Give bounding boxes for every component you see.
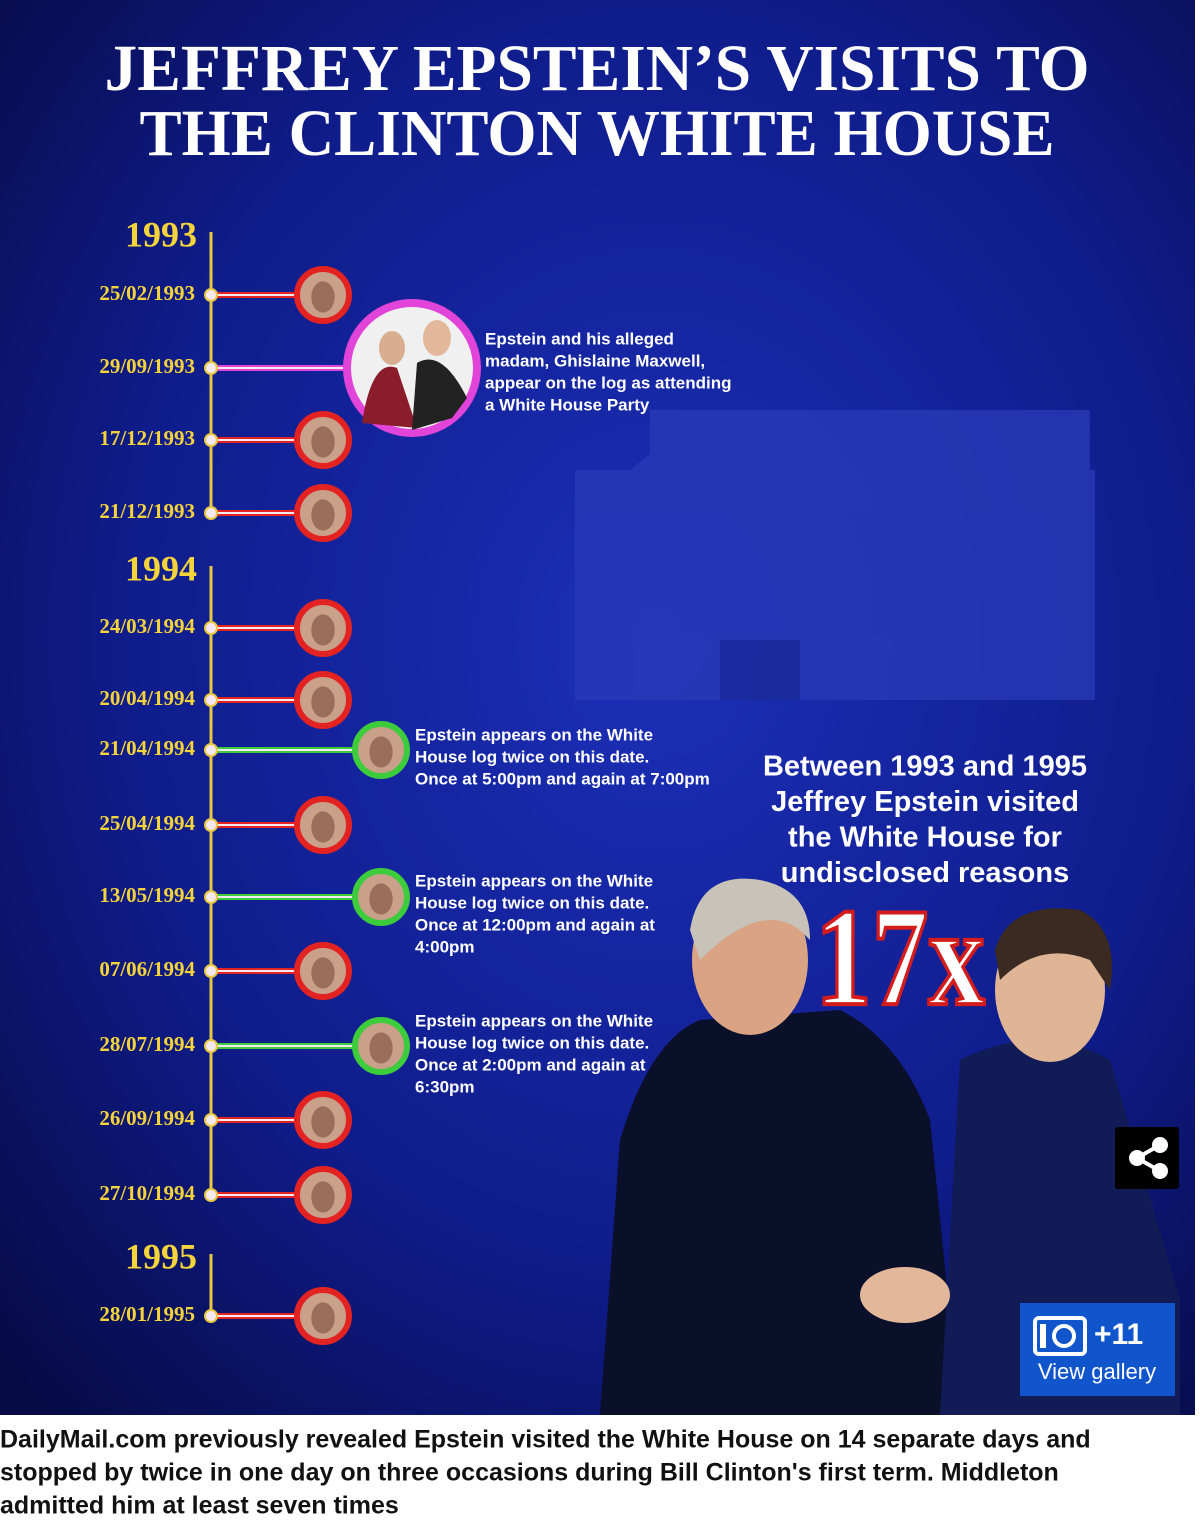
summary-line: Jeffrey Epstein visited	[771, 786, 1079, 818]
portrait-figures	[362, 366, 417, 428]
handshake-photo	[600, 878, 1180, 1415]
note-line: Epstein appears on the White	[415, 1011, 653, 1030]
title: THE CLINTON WHITE HOUSE	[140, 97, 1055, 170]
title: JEFFREY EPSTEIN’S VISITS TO	[105, 32, 1090, 105]
visit-date: 24/03/1994	[99, 614, 195, 638]
gallery-label: View gallery	[1038, 1359, 1156, 1384]
visit-date: 25/02/1993	[99, 281, 195, 305]
gallery-button[interactable]: +11 View gallery	[1020, 1303, 1175, 1396]
note-line: 4:00pm	[415, 937, 475, 956]
note-line: Epstein and his alleged	[485, 329, 674, 348]
note-line: Once at 2:00pm and again at	[415, 1055, 646, 1074]
timeline-node	[204, 288, 218, 302]
note-line: 6:30pm	[415, 1077, 475, 1096]
note-line: a White House Party	[485, 395, 650, 414]
timeline-node	[204, 964, 218, 978]
share-button[interactable]	[1115, 1127, 1179, 1189]
portrait-face	[369, 736, 393, 768]
visit-date: 21/12/1993	[99, 499, 195, 523]
note-line: Once at 12:00pm and again at	[415, 915, 655, 934]
note-line: House log twice on this date.	[415, 893, 649, 912]
timeline-node	[204, 1039, 218, 1053]
portrait-face	[311, 499, 335, 531]
timeline-node	[204, 818, 218, 832]
portrait-face	[311, 614, 335, 646]
summary-line: the White House for	[788, 822, 1062, 854]
summary-line: Between 1993 and 1995	[763, 751, 1087, 783]
note-line: Epstein appears on the White	[415, 725, 653, 744]
portrait-face	[423, 320, 451, 356]
note-line: Once at 5:00pm and again at 7:00pm	[415, 769, 710, 788]
timeline-node	[204, 621, 218, 635]
visit-date: 28/07/1994	[99, 1032, 195, 1056]
note-line: House log twice on this date.	[415, 747, 649, 766]
visit-date: 07/06/1994	[99, 957, 195, 981]
portrait-face	[311, 686, 335, 718]
timeline-node	[204, 693, 218, 707]
year-label: 1995	[125, 1236, 197, 1276]
timeline: 1993 25/02/1993 29/09/1993 17/12/1993 21/12/…	[99, 214, 481, 1345]
visit-date: 25/04/1994	[99, 811, 195, 835]
portrait-face	[311, 426, 335, 458]
visit-date: 13/05/1994	[99, 883, 195, 907]
timeline-node	[204, 506, 218, 520]
portrait-figures	[412, 359, 467, 430]
notes: Epstein and his alleged madam, Ghislaine …	[415, 329, 732, 1096]
visit-date: 27/10/1994	[99, 1181, 195, 1205]
timeline-node	[204, 361, 218, 375]
timeline-node	[204, 1188, 218, 1202]
visit-date: 29/09/1993	[99, 354, 195, 378]
portrait-face	[311, 811, 335, 843]
visit-date: 17/12/1993	[99, 426, 195, 450]
timeline-node	[204, 743, 218, 757]
visit-date: 21/04/1994	[99, 736, 195, 760]
timeline-node	[204, 1309, 218, 1323]
visit-date: 20/04/1994	[99, 686, 195, 710]
note-line: appear on the log as attending	[485, 373, 732, 392]
timeline-node	[204, 1113, 218, 1127]
year-label: 1994	[125, 548, 197, 588]
caption: DailyMail.com previously revealed Epstei…	[0, 1426, 1091, 1520]
year-label: 1993	[125, 214, 197, 254]
white-house-silhouette	[575, 410, 1095, 700]
caption-line: DailyMail.com previously revealed Epstei…	[0, 1426, 1091, 1454]
summary-line: undisclosed reasons	[781, 857, 1070, 889]
timeline-node	[204, 890, 218, 904]
timeline-node	[204, 433, 218, 447]
note-line: Epstein appears on the White	[415, 871, 653, 890]
gallery-count: +11	[1094, 1318, 1143, 1351]
portrait-face	[311, 281, 335, 313]
visit-date: 28/01/1995	[99, 1302, 195, 1326]
visit-date: 26/09/1994	[99, 1106, 195, 1130]
portrait-face	[379, 331, 405, 365]
portrait-face	[311, 957, 335, 989]
portrait-face	[369, 883, 393, 915]
portrait-face	[311, 1106, 335, 1138]
note-line: House log twice on this date.	[415, 1033, 649, 1052]
portrait-face	[311, 1302, 335, 1334]
camera-icon	[1033, 1316, 1087, 1356]
caption-line: stopped by twice in one day on three occ…	[0, 1459, 1059, 1487]
highlight-count: 17x	[815, 880, 985, 1035]
portrait-face	[369, 1032, 393, 1064]
caption-line: admitted him at least seven times	[0, 1492, 399, 1520]
note-line: madam, Ghislaine Maxwell,	[485, 351, 705, 370]
portrait-face	[311, 1181, 335, 1213]
